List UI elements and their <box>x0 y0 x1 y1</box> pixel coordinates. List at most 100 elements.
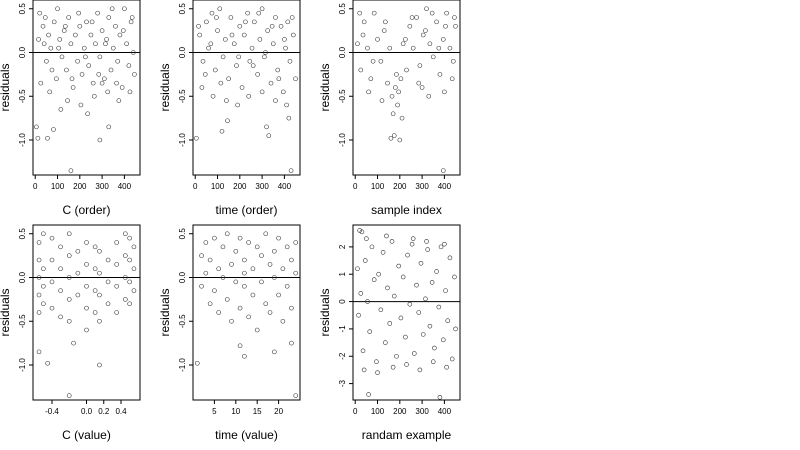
data-point <box>389 239 395 244</box>
data-point <box>131 50 136 55</box>
data-point <box>380 250 386 255</box>
data-point <box>407 23 413 29</box>
data-point <box>237 23 243 29</box>
data-point <box>393 85 398 90</box>
data-point <box>242 270 247 276</box>
data-point <box>427 41 433 47</box>
data-point <box>58 244 63 250</box>
data-point <box>289 340 294 346</box>
plot-frame <box>192 0 301 176</box>
x-tick-label: 0.4 <box>115 407 127 416</box>
data-point <box>105 257 111 263</box>
data-point <box>207 257 213 263</box>
data-point <box>399 115 405 121</box>
data-point <box>417 63 423 68</box>
x-tick-label: 300 <box>415 407 429 416</box>
data-point <box>117 32 123 38</box>
data-point <box>390 111 396 117</box>
data-point <box>110 45 116 51</box>
x-axis-label: time (order) <box>215 203 277 217</box>
data-point <box>109 6 115 12</box>
y-tick-label: -1.0 <box>18 133 27 147</box>
data-point <box>207 301 213 307</box>
data-point <box>357 228 362 233</box>
data-point <box>78 102 84 108</box>
data-point <box>404 67 409 73</box>
data-point <box>276 76 282 82</box>
data-point <box>360 32 366 38</box>
data-point <box>273 15 278 20</box>
data-point <box>58 314 63 320</box>
data-point <box>391 133 397 138</box>
data-point <box>452 15 457 20</box>
x-axis-label: C (order) <box>62 203 110 217</box>
data-point <box>452 274 457 280</box>
data-point <box>241 32 247 38</box>
data-point <box>217 6 223 12</box>
data-point <box>259 6 265 12</box>
plot-frame <box>32 224 141 401</box>
data-point <box>206 45 211 51</box>
data-point <box>119 85 125 90</box>
data-point <box>289 257 294 263</box>
data-point <box>37 10 42 16</box>
x-tick-label: 100 <box>371 182 385 191</box>
data-point <box>423 28 428 33</box>
y-tick-label: 0.0 <box>178 46 187 58</box>
data-point <box>414 15 419 20</box>
data-point <box>420 32 426 38</box>
x-tick-label: 400 <box>438 407 452 416</box>
data-point <box>440 337 446 343</box>
data-point <box>123 297 128 302</box>
data-point <box>73 32 78 38</box>
x-tick-label: 100 <box>371 407 385 416</box>
data-point <box>65 98 70 103</box>
data-point <box>92 288 98 293</box>
data-point <box>280 266 286 272</box>
data-point <box>443 23 448 29</box>
data-point <box>257 37 263 42</box>
data-point <box>229 318 234 324</box>
data-point <box>214 15 219 20</box>
data-point <box>66 393 72 398</box>
data-point <box>268 80 274 86</box>
data-point <box>254 244 260 250</box>
y-tick-label: -0.5 <box>178 314 187 328</box>
data-point <box>381 28 387 33</box>
data-point <box>197 32 202 38</box>
data-point <box>223 37 228 42</box>
data-point <box>66 275 72 280</box>
data-point <box>416 310 422 315</box>
data-point <box>267 310 273 315</box>
data-point <box>427 323 433 329</box>
data-point <box>357 10 362 16</box>
data-point <box>400 41 406 47</box>
data-point <box>250 292 256 298</box>
data-point <box>269 23 275 29</box>
data-point <box>429 10 435 16</box>
data-point <box>376 271 381 277</box>
y-tick-label: 0.0 <box>18 46 27 58</box>
scatter-panel-5: 5 10 15 20 0.5 0.0 -0.5 -1.0 time (value) residua… <box>158 224 301 442</box>
y-tick-label: -2 <box>338 352 347 360</box>
data-point <box>438 244 444 250</box>
x-tick-label: 100 <box>51 182 65 191</box>
y-axis-label: residuals <box>0 63 12 111</box>
data-point <box>75 248 81 254</box>
data-point <box>92 310 98 315</box>
data-point <box>40 23 46 29</box>
data-point <box>361 19 367 25</box>
data-point <box>387 321 393 326</box>
data-point <box>400 274 406 280</box>
data-point <box>430 54 436 60</box>
y-tick-label: 0.5 <box>18 228 27 240</box>
scatter-panel-6: 0 100 200 300 400 2 1 0 -1 -2 -3 randam example resi… <box>318 224 461 442</box>
data-point <box>263 50 268 55</box>
y-tick-label: 1 <box>338 271 347 276</box>
data-point <box>57 37 63 42</box>
data-point <box>93 41 98 47</box>
data-point <box>445 318 451 324</box>
data-point <box>36 310 42 315</box>
data-point <box>410 236 416 241</box>
data-point <box>123 253 128 258</box>
